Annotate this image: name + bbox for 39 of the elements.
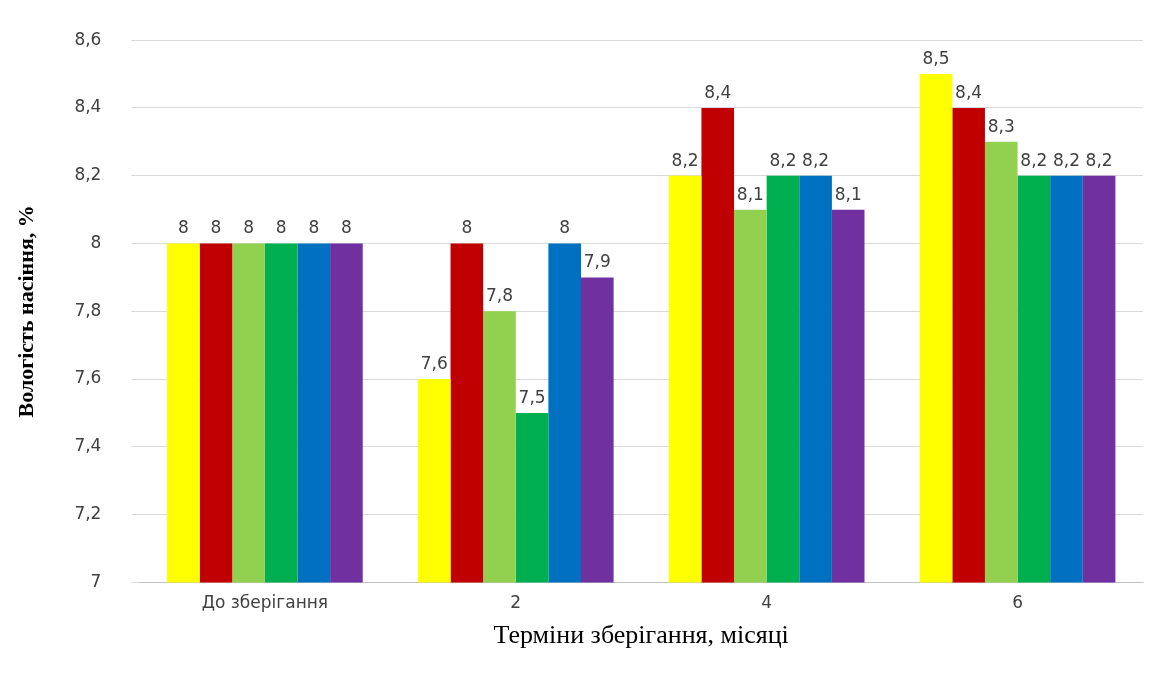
data-label: 8,5 bbox=[922, 48, 950, 69]
data-label: 8,2 bbox=[802, 149, 830, 170]
data-label: 8 bbox=[461, 217, 473, 238]
data-label: 8,1 bbox=[736, 183, 764, 204]
data-label: 8,2 bbox=[769, 149, 797, 170]
y-tick-label: 7,6 bbox=[74, 367, 102, 388]
y-axis-title: Вологість насіння, % bbox=[12, 205, 38, 418]
data-label: 8 bbox=[275, 217, 287, 238]
data-label: 7,9 bbox=[583, 251, 611, 272]
x-tick-label: 2 bbox=[510, 592, 522, 613]
data-label: 8,2 bbox=[671, 149, 699, 170]
data-label: 7,8 bbox=[485, 285, 513, 306]
data-label: 8,2 bbox=[1020, 149, 1048, 170]
x-tick-label: До зберігання bbox=[201, 592, 329, 613]
y-tick-label: 7,2 bbox=[74, 503, 102, 524]
y-tick-label: 8,6 bbox=[74, 28, 102, 49]
data-label: 8 bbox=[210, 217, 222, 238]
data-label: 8 bbox=[308, 217, 320, 238]
x-tick-label: 6 bbox=[1012, 592, 1023, 613]
data-label: 8,2 bbox=[1052, 149, 1080, 170]
x-tick-label: 4 bbox=[761, 592, 773, 613]
y-tick-label: 8 bbox=[90, 231, 102, 252]
data-label: 8 bbox=[559, 217, 571, 238]
data-label: 8,3 bbox=[987, 115, 1015, 136]
data-label: 8 bbox=[177, 217, 189, 238]
data-label: 8,4 bbox=[704, 81, 732, 102]
y-tick-label: 7 bbox=[90, 570, 102, 591]
y-tick-label: 8,2 bbox=[74, 164, 102, 185]
data-label: 8,2 bbox=[1085, 149, 1113, 170]
y-tick-label: 8,4 bbox=[74, 96, 102, 117]
data-label: 8,4 bbox=[955, 81, 983, 102]
data-label: 8 bbox=[341, 217, 352, 238]
data-label: 8 bbox=[243, 217, 254, 238]
x-axis-title: Терміни зберігання, місяці bbox=[493, 620, 789, 650]
y-tick-label: 7,4 bbox=[74, 435, 102, 456]
data-label: 7,6 bbox=[420, 353, 448, 373]
data-label: 7,5 bbox=[518, 386, 546, 407]
y-tick-label: 7,8 bbox=[74, 299, 102, 320]
data-label: 8,1 bbox=[834, 183, 862, 204]
